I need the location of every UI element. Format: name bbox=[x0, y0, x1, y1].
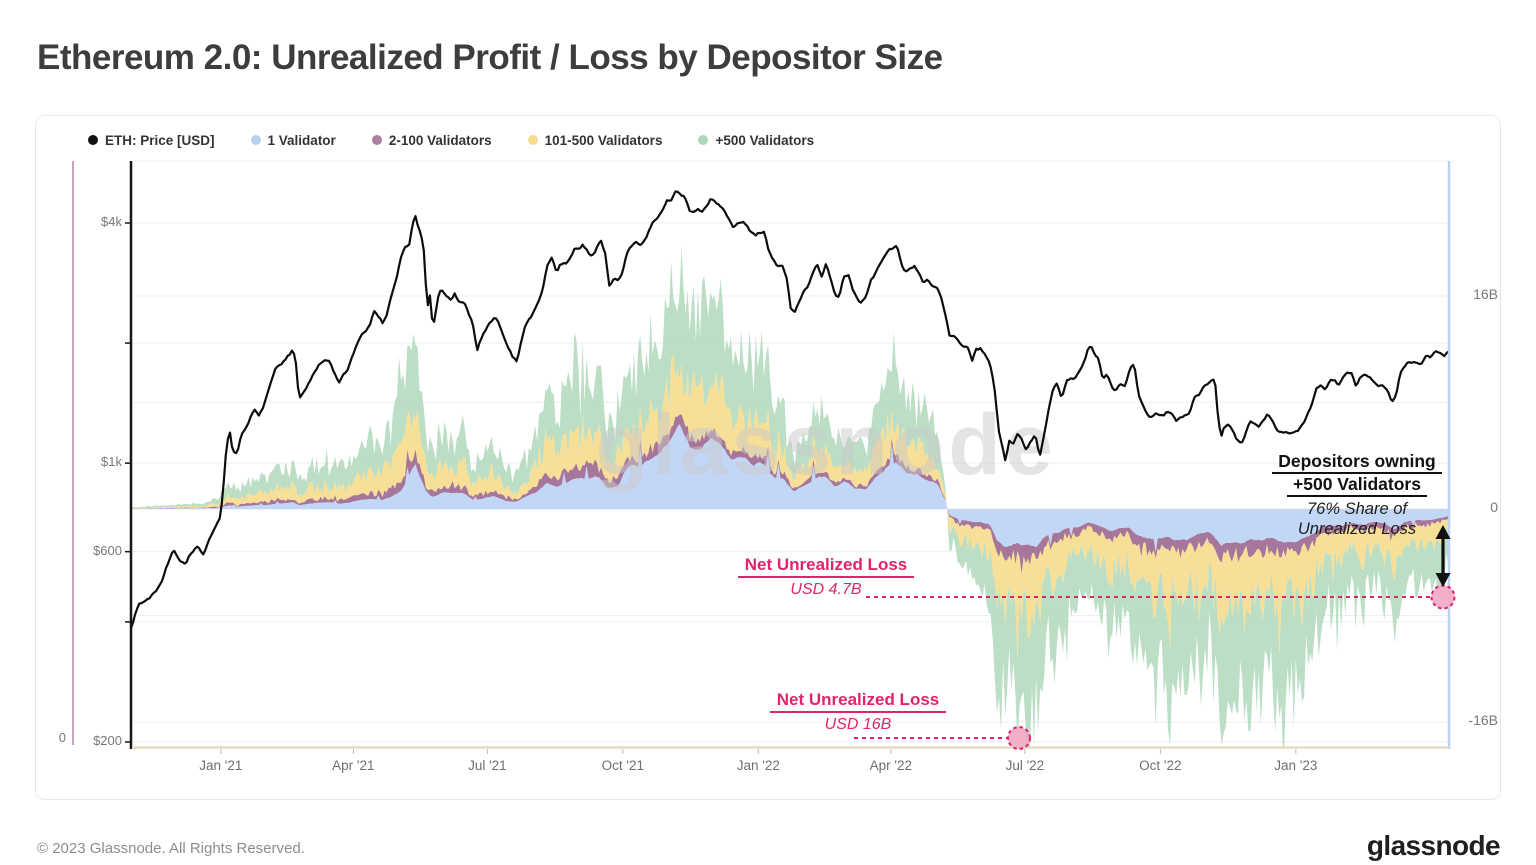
annotation-title: Net Unrealized Loss bbox=[737, 554, 915, 579]
legend-dot-icon bbox=[371, 135, 382, 145]
axis-label-price-4k: $4k bbox=[101, 214, 122, 229]
legend-item-500plus-validators[interactable]: +500 Validators bbox=[698, 133, 814, 148]
axis-label-x-Jul21: Jul '21 bbox=[468, 758, 507, 773]
axis-label-price-600: $600 bbox=[93, 542, 122, 558]
annotation-title: Net Unrealized Loss bbox=[769, 689, 947, 714]
glassnode-watermark: glassnode bbox=[595, 397, 1056, 493]
axis-label-x-Jan22: Jan '22 bbox=[736, 758, 780, 773]
copyright-text: © 2023 Glassnode. All Rights Reserved. bbox=[37, 840, 305, 857]
axis-label-price-1k: $1k bbox=[101, 454, 122, 470]
marker-dot-4-7b bbox=[1430, 584, 1456, 610]
annotation-net-unrealized-loss-16b: Net Unrealized Loss USD 16B bbox=[718, 689, 998, 735]
annotation-subtitle-line1: 76% Share of bbox=[1307, 500, 1407, 519]
area-1-validator bbox=[131, 424, 1449, 553]
axis-label-left-zero: 0 bbox=[58, 730, 66, 745]
annotation-value: USD 4.7B bbox=[790, 581, 862, 599]
axis-label-x-Apr21: Apr '21 bbox=[332, 758, 375, 773]
chart-card: ETH: Price [USD] 1 Validator 2-100 Valid… bbox=[35, 115, 1501, 800]
double-arrow-icon bbox=[1435, 525, 1451, 587]
glassnode-logo: glassnode bbox=[1366, 830, 1501, 861]
chart-plot: glassnode bbox=[72, 160, 1456, 754]
legend-item-2-100-validators[interactable]: 2-100 Validators bbox=[371, 132, 492, 148]
legend-item-eth-price[interactable]: ETH: Price [USD] bbox=[88, 133, 215, 148]
annotation-title-line2: +500 Validators bbox=[1287, 474, 1427, 498]
axis-label-right-16B: -16B bbox=[1468, 712, 1498, 728]
annotation-title-line1: Depositors owning bbox=[1272, 451, 1442, 475]
annotation-depositors-500plus: Depositors owning +500 Validators 76% Sh… bbox=[1224, 451, 1490, 540]
legend-label: 101-500 Validators bbox=[544, 132, 663, 148]
legend-label: +500 Validators bbox=[715, 132, 815, 148]
legend-item-1-validator[interactable]: 1 Validator bbox=[250, 132, 336, 148]
legend-dot-icon bbox=[250, 135, 261, 145]
annotation-value: USD 16B bbox=[824, 716, 892, 734]
legend-dot-icon bbox=[527, 135, 538, 145]
axis-label-right-16B: 16B bbox=[1473, 286, 1498, 302]
legend-label: 2-100 Validators bbox=[388, 132, 492, 148]
area-2-100-validators bbox=[131, 414, 1449, 574]
axis-label-x-Oct22: Oct '22 bbox=[1139, 758, 1182, 773]
annotation-subtitle-line2: Unrealized Loss bbox=[1297, 520, 1417, 539]
axis-label-x-Jan21: Jan '21 bbox=[199, 758, 243, 773]
legend: ETH: Price [USD] 1 Validator 2-100 Valid… bbox=[88, 128, 814, 152]
axis-label-right-0: 0 bbox=[1490, 499, 1498, 515]
legend-dot-icon bbox=[88, 135, 98, 145]
eth-price-line bbox=[131, 190, 1449, 630]
legend-item-101-500-validators[interactable]: 101-500 Validators bbox=[527, 132, 663, 148]
axis-label-x-Apr22: Apr '22 bbox=[869, 758, 913, 773]
axis-label-price-200: $200 bbox=[93, 732, 122, 748]
legend-label: ETH: Price [USD] bbox=[105, 132, 215, 148]
legend-label: 1 Validator bbox=[267, 132, 336, 148]
axis-label-x-Jan23: Jan '23 bbox=[1274, 758, 1318, 773]
legend-dot-icon bbox=[698, 135, 709, 145]
page-title: Ethereum 2.0: Unrealized Profit / Loss b… bbox=[37, 38, 943, 77]
annotation-net-unrealized-loss-4-7b: Net Unrealized Loss USD 4.7B bbox=[686, 554, 966, 600]
axis-ticks bbox=[125, 222, 1297, 754]
axis-label-x-Jul22: Jul '22 bbox=[1005, 758, 1045, 773]
marker-dot-16b bbox=[1007, 726, 1031, 750]
axis-label-x-Oct21: Oct '21 bbox=[601, 758, 645, 773]
